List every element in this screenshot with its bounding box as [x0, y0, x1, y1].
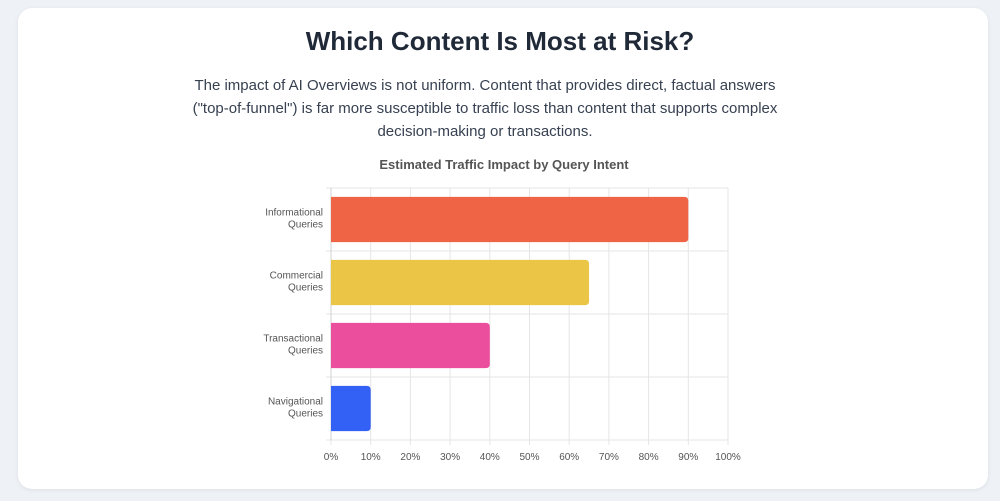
- x-tick-label: 70%: [599, 452, 619, 463]
- x-tick-label: 50%: [519, 452, 539, 463]
- y-tick-label: Queries: [288, 283, 323, 294]
- x-tick-label: 100%: [715, 452, 741, 463]
- page-title: Which Content Is Most at Risk?: [305, 26, 695, 56]
- y-tick-label: Queries: [288, 409, 323, 420]
- y-tick-label: Navigational: [268, 397, 323, 408]
- bar: [331, 259, 590, 306]
- x-tick-label: 30%: [440, 452, 460, 463]
- x-tick-label: 20%: [400, 452, 420, 463]
- y-tick-label: Informational: [265, 208, 323, 219]
- x-tick-label: 40%: [480, 452, 500, 463]
- x-tick-label: 60%: [559, 452, 579, 463]
- y-tick-label: Queries: [288, 346, 323, 357]
- x-tick-label: 90%: [678, 452, 698, 463]
- y-tick-label: Queries: [288, 220, 323, 231]
- page-description: The impact of AI Overviews is not unifor…: [192, 77, 778, 140]
- bar: [331, 385, 371, 432]
- y-tick-label: Commercial: [270, 271, 323, 282]
- chart-title: Estimated Traffic Impact by Query Intent: [379, 157, 629, 172]
- y-tick-label: Transactional: [263, 334, 323, 345]
- x-tick-label: 80%: [639, 452, 659, 463]
- bar: [331, 196, 689, 243]
- content-card: [18, 8, 988, 489]
- bar: [331, 322, 490, 369]
- x-tick-label: 10%: [361, 452, 381, 463]
- x-tick-label: 0%: [324, 452, 339, 463]
